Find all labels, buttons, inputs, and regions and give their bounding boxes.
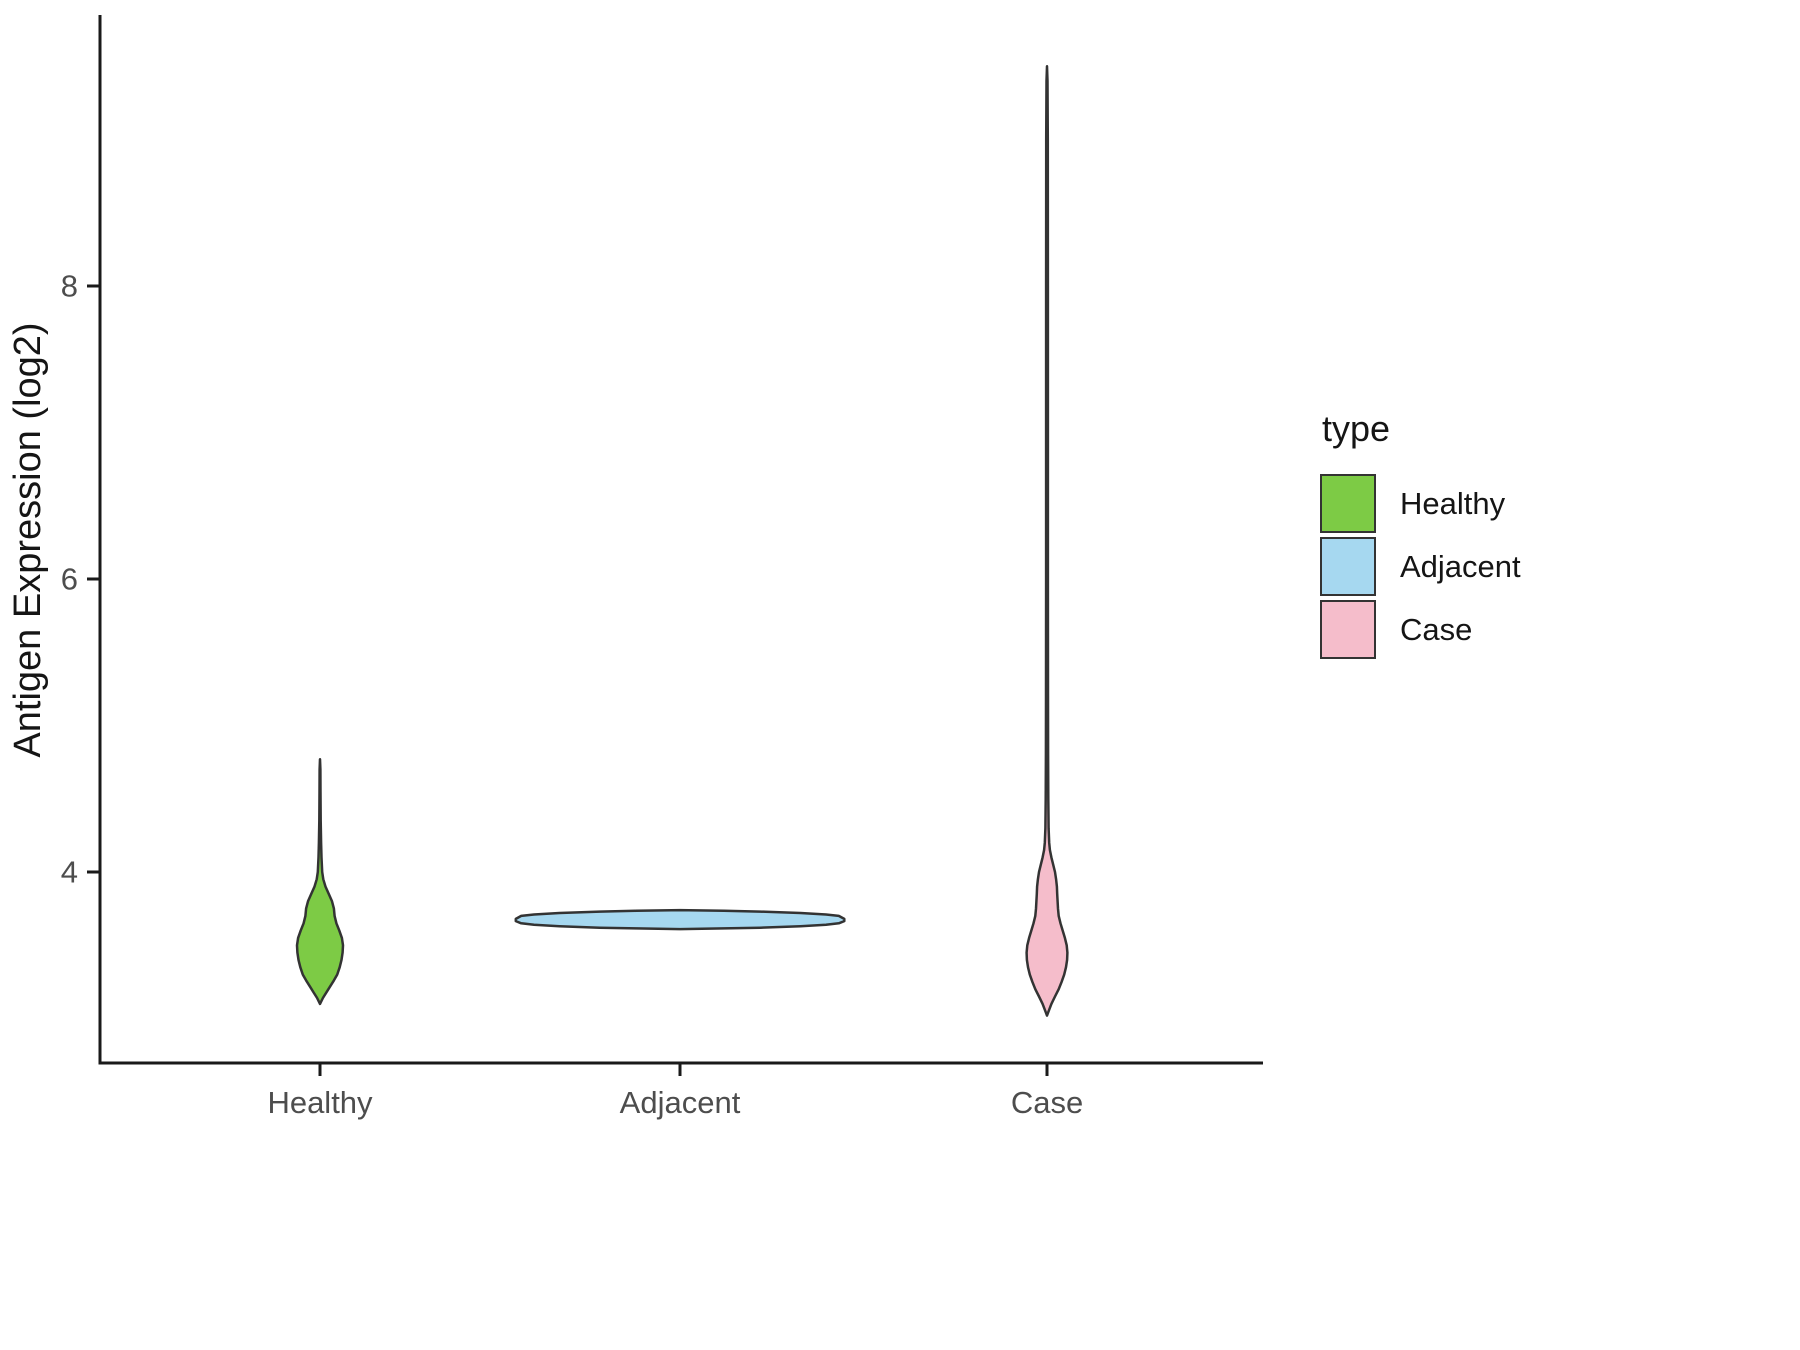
x-tick-label: Adjacent [620,1085,741,1120]
x-tick-label: Healthy [267,1085,373,1120]
legend-key-adjacent: Adjacent [1320,535,1521,598]
y-tick-label: 4 [61,855,78,890]
legend-keys: Healthy Adjacent Case [1320,472,1521,661]
legend-swatch-adjacent [1320,537,1376,596]
legend-swatch-healthy [1320,474,1376,533]
y-tick-label: 8 [61,269,78,304]
legend-swatch-case [1320,600,1376,659]
legend-label: Adjacent [1400,548,1521,584]
legend: type Healthy Adjacent Case [1320,408,1521,661]
y-tick-label: 6 [61,562,78,597]
y-axis-title: Antigen Expression (log2) [7,322,49,757]
legend-key-case: Case [1320,598,1521,661]
legend-label: Case [1400,611,1473,647]
violin-adjacent [514,908,846,931]
legend-key-healthy: Healthy [1320,472,1521,535]
legend-label: Healthy [1400,485,1506,521]
legend-title: type [1322,408,1391,449]
violin-healthy [295,757,345,1006]
violin-case [1025,65,1069,1017]
x-tick-label: Case [1011,1085,1083,1120]
